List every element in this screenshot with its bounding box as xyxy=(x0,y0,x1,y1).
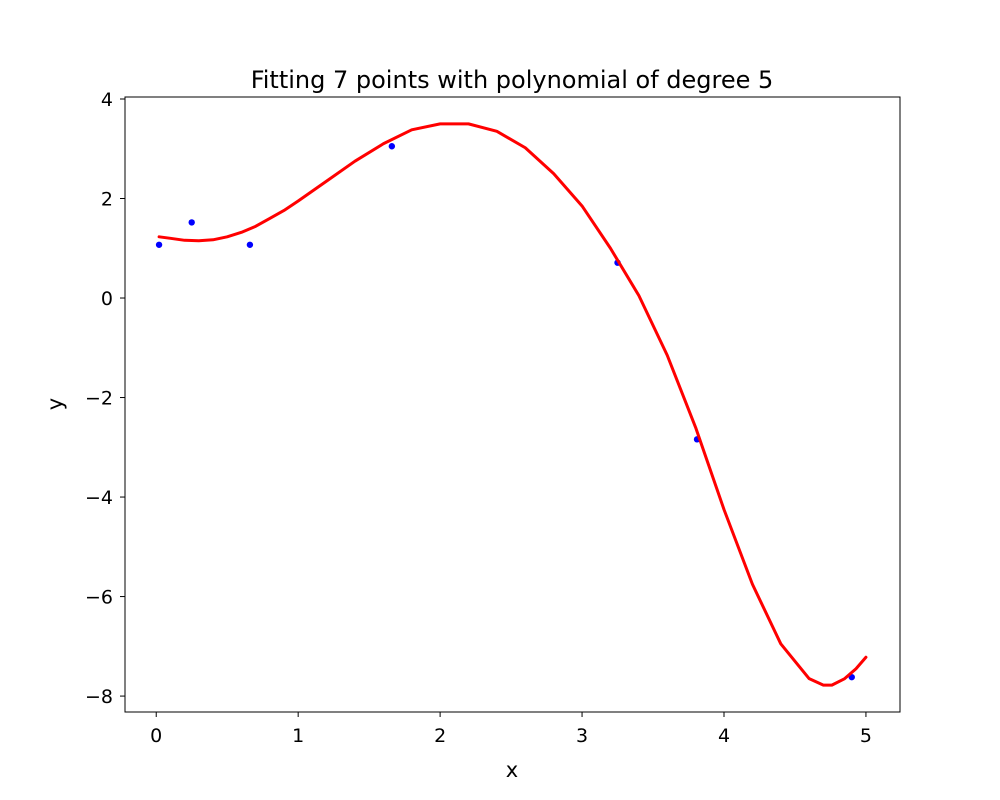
x-axis-ticks: 0 1 2 3 4 5 xyxy=(150,712,872,747)
chart-title: Fitting 7 points with polynomial of degr… xyxy=(251,66,774,94)
y-tick-label: −2 xyxy=(85,388,113,410)
x-tick-label: 1 xyxy=(292,725,304,747)
x-tick-label: 4 xyxy=(718,725,730,747)
y-axis-label: y xyxy=(43,398,67,410)
y-tick-label: −6 xyxy=(85,587,113,609)
data-point xyxy=(246,241,254,248)
y-tick-label: 4 xyxy=(101,89,113,111)
x-tick-label: 3 xyxy=(576,725,588,747)
y-axis-ticks: 4 2 0 −2 −4 −6 −8 xyxy=(85,89,125,708)
data-point xyxy=(188,219,195,226)
x-tick-label: 0 xyxy=(150,725,162,747)
plot-area xyxy=(155,122,868,687)
x-tick-label: 2 xyxy=(434,725,446,747)
y-tick-label: −8 xyxy=(85,686,113,708)
axes-frame xyxy=(124,96,901,713)
x-tick-label: 5 xyxy=(860,725,872,747)
data-point xyxy=(155,241,163,248)
y-tick-label: 2 xyxy=(101,189,113,211)
data-point xyxy=(388,143,396,150)
y-tick-label: −4 xyxy=(85,487,113,509)
x-axis-label: x xyxy=(506,758,518,782)
y-tick-label: 0 xyxy=(101,288,113,310)
fit-curve-line xyxy=(157,122,868,687)
